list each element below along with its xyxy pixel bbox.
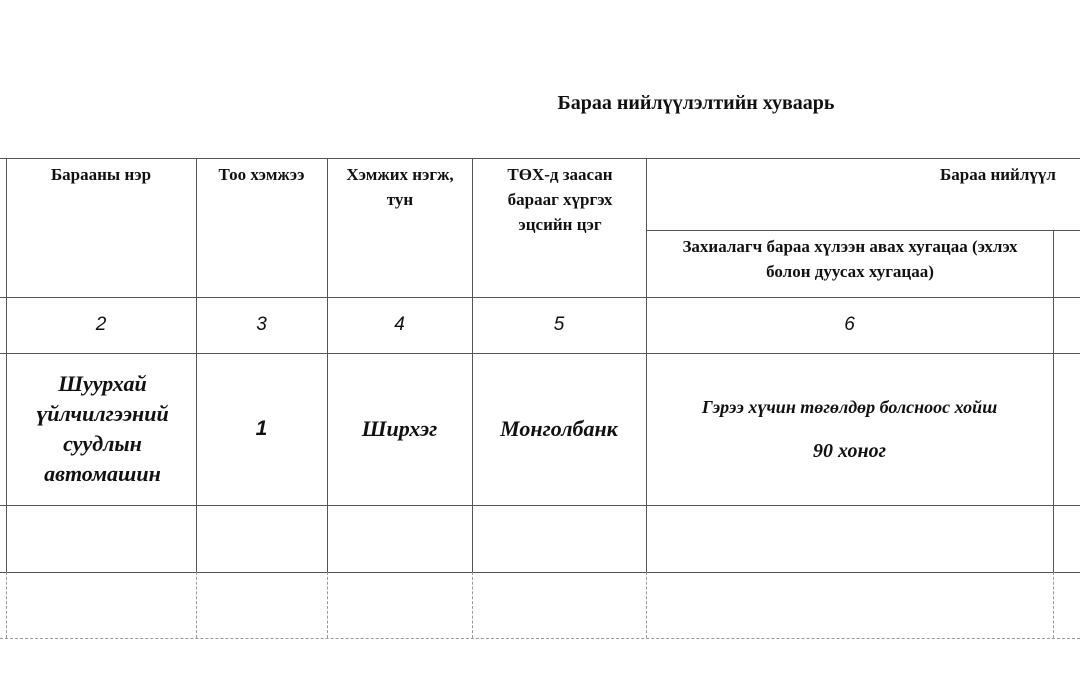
receive-time-days: 90 хоног: [813, 440, 886, 462]
header-destination: ТӨХ-д заасан барааг хүргэх эцсийн цэг: [507, 165, 613, 234]
column-number: 3: [256, 314, 267, 335]
divider: [0, 297, 1080, 298]
header-supply-group: Бараа нийлүүл: [940, 165, 1056, 184]
divider: [472, 572, 473, 638]
divider: [0, 572, 1080, 573]
item-receive-time: Гэрээ хүчин төгөлдөр болсноос хойш 90 хо…: [646, 353, 1053, 505]
divider: [646, 158, 647, 572]
divider: [6, 158, 7, 572]
divider: [196, 158, 197, 572]
divider: [0, 638, 1080, 639]
page-title: Бараа нийлүүлэлтийн хуваарь: [557, 92, 835, 114]
divider: [1053, 572, 1054, 638]
header-unit: Хэмжих нэгж, тун: [346, 165, 454, 209]
item-unit: Ширхэг: [361, 416, 438, 441]
divider: [0, 353, 1080, 354]
header-receive-time: Захиалагч бараа хүлээн авах хугацаа (эхл…: [682, 237, 1018, 281]
divider: [196, 572, 197, 638]
item-destination: Монголбанк: [500, 416, 618, 441]
column-number: 5: [553, 314, 565, 335]
item-quantity: 1: [255, 417, 268, 440]
column-number: 2: [95, 314, 107, 335]
divider: [1053, 230, 1054, 572]
column-number: 6: [844, 314, 855, 335]
divider: [327, 572, 328, 638]
divider: [6, 572, 7, 638]
divider: [646, 572, 647, 638]
divider: [646, 230, 1080, 231]
divider: [0, 158, 1080, 159]
item-name: Шуурхай үйлчилгээний суудлын автомашин: [36, 371, 169, 486]
receive-time-text: Гэрээ хүчин төгөлдөр болсноос хойш: [701, 397, 998, 417]
divider: [472, 158, 473, 572]
header-quantity: Тоо хэмжээ: [218, 165, 305, 184]
header-name: Барааны нэр: [50, 165, 152, 184]
column-number: 4: [394, 314, 405, 335]
divider: [0, 505, 1080, 506]
divider: [327, 158, 328, 572]
